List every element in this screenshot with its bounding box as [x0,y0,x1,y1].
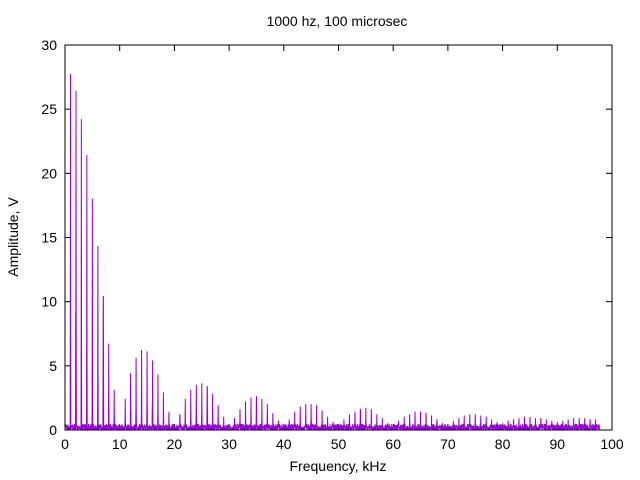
x-tick-label: 80 [495,436,511,452]
y-tick-label: 30 [41,37,57,53]
x-tick-label: 50 [331,436,347,452]
x-axis-ticks: 0 10 20 30 40 50 60 70 80 90 100 [61,45,624,452]
y-tick-label: 0 [49,422,57,438]
x-tick-label: 30 [221,436,237,452]
x-tick-label: 40 [276,436,292,452]
plot-frame [64,44,613,431]
x-tick-label: 100 [600,436,624,452]
y-axis-ticks: 0 5 10 15 20 25 30 [41,37,612,438]
x-tick-label: 10 [112,436,128,452]
y-tick-label: 5 [49,358,57,374]
x-tick-label: 60 [385,436,401,452]
x-tick-label: 70 [440,436,456,452]
x-tick-label: 90 [550,436,566,452]
chart-title: 1000 hz, 100 microsec [267,13,408,29]
x-axis-label: Frequency, kHz [290,458,387,474]
spectrum-series-line [64,74,600,431]
y-tick-label: 10 [41,294,57,310]
plot-area [64,74,600,431]
x-tick-label: 0 [61,436,69,452]
y-axis-label: Amplitude, V [5,197,21,277]
y-tick-label: 15 [41,230,57,246]
y-tick-label: 25 [41,101,57,117]
x-tick-label: 20 [167,436,183,452]
y-tick-label: 20 [41,165,57,181]
